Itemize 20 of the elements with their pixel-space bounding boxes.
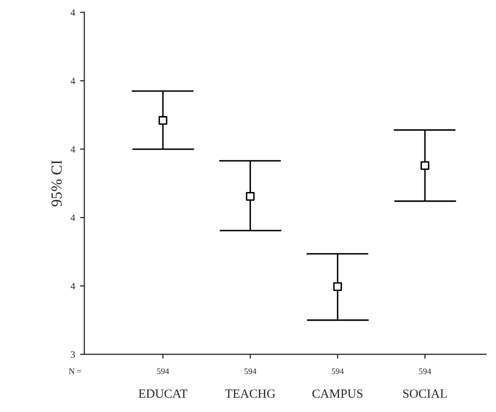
text: N = — [68, 368, 82, 374]
x-tick-label: EDUCAT — [138, 389, 188, 398]
y-tick-label: 4 — [70, 146, 76, 153]
point — [333, 282, 342, 291]
y-tick-label: 4 — [70, 214, 76, 221]
point — [158, 116, 168, 125]
annotation: 594 — [244, 368, 256, 374]
y-tick-label: 4 — [70, 78, 76, 84]
y-tick-label: 3 — [70, 351, 75, 358]
annotation: 594 — [157, 368, 170, 374]
point — [246, 192, 255, 201]
point — [420, 161, 430, 170]
y-tick-label: 4 — [70, 9, 76, 16]
y-tick-label: 4 — [70, 282, 76, 290]
annotation: 594 — [419, 368, 432, 374]
y-axis-title: 95% CI — [51, 160, 62, 206]
x-tick-label: SOCIAL — [403, 389, 447, 398]
x-tick-label: TEACHG — [225, 389, 276, 398]
x-tick-label: CAMPUS — [312, 389, 363, 398]
annotation: 594 — [332, 368, 344, 374]
